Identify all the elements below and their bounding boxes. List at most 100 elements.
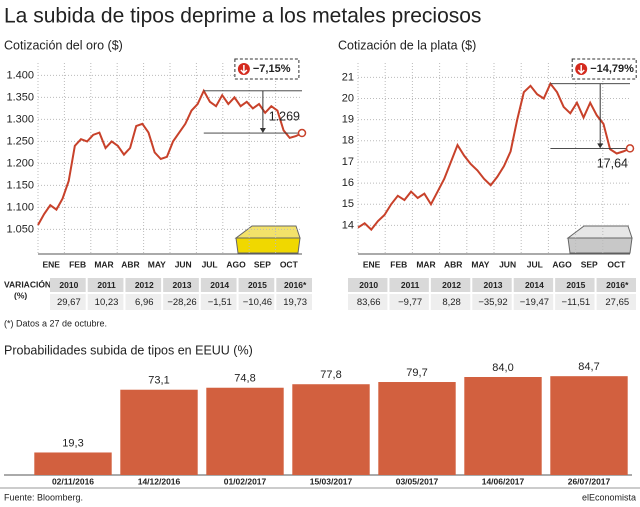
x-tick-label: FEB: [69, 259, 86, 269]
down-icon-arrow: [577, 65, 585, 75]
table-year: 2015: [566, 280, 585, 290]
x-tick-label: JUL: [527, 259, 543, 269]
table-value-cell: [472, 294, 512, 310]
table-value-cell: [389, 294, 429, 310]
table-year: 2010: [359, 280, 378, 290]
table-value: −19,47: [520, 297, 549, 308]
table-unit: (%): [14, 290, 27, 300]
y-tick-label: 1.250: [6, 135, 34, 147]
change-box: [571, 58, 637, 80]
table-value: −28,26: [167, 297, 196, 308]
y-tick-label: 16: [342, 177, 354, 189]
table-value: 83,66: [357, 297, 381, 308]
x-tick-label: 14/06/2017: [482, 476, 525, 486]
table-value-cell: [87, 294, 124, 310]
note: (*) Datos a 27 de octubre.: [4, 318, 107, 328]
change-label: −7,15%: [253, 63, 291, 75]
down-icon-arrow: [240, 65, 248, 75]
x-tick-label: AGO: [226, 259, 246, 269]
x-tick-label: 15/03/2017: [310, 476, 353, 486]
y-tick-label: 18: [342, 135, 354, 147]
x-tick-label: OCT: [280, 259, 299, 269]
table-value-cell: [348, 294, 388, 310]
bar-value-label: 73,1: [148, 375, 169, 387]
table-value-cell: [555, 294, 595, 310]
bar-value-label: 77,8: [320, 369, 341, 381]
bar-value-label: 79,7: [406, 367, 427, 379]
x-tick-label: JUN: [175, 259, 192, 269]
end-point: [625, 144, 635, 153]
table-year-cell: [472, 278, 512, 292]
bar: [464, 377, 542, 475]
table-header: VARIACIÓN: [4, 278, 51, 289]
x-tick-label: ENE: [363, 259, 381, 269]
brand: elEconomista: [582, 492, 636, 502]
x-tick-label: ABR: [444, 259, 462, 269]
table-year: 2011: [97, 280, 116, 290]
y-tick-label: 1.350: [6, 91, 34, 103]
table-year-cell: [513, 278, 554, 292]
x-tick-label: JUL: [202, 259, 218, 269]
silver-ingot: [566, 225, 633, 254]
table-year-cell: [555, 278, 595, 292]
gold-ingot: [234, 225, 301, 254]
table-value: −10,46: [243, 297, 272, 308]
table-year: 2015: [248, 280, 267, 290]
x-tick-label: AGO: [552, 259, 572, 269]
bar-value-label: 74,8: [234, 373, 255, 385]
x-tick-label: JUN: [499, 259, 516, 269]
x-tick-label: ABR: [121, 259, 139, 269]
bar: [206, 387, 284, 475]
price-line: [357, 81, 631, 232]
y-tick-label: 17: [342, 156, 354, 168]
bar: [550, 376, 628, 475]
x-tick-label: 26/07/2017: [568, 476, 611, 486]
table-year: 2013: [484, 280, 503, 290]
bar: [120, 389, 198, 475]
table-year-cell: [87, 278, 124, 292]
table-value: 29,67: [57, 297, 81, 308]
table-year: 2013: [173, 280, 192, 290]
bar-title: Probabilidades subida de tipos en EEUU (…: [4, 343, 253, 357]
y-tick-label: 21: [342, 71, 354, 83]
table-year: 2014: [210, 280, 229, 290]
table-year-cell: [389, 278, 429, 292]
table-value: −11,51: [562, 297, 591, 308]
table-year-cell: [163, 278, 199, 292]
table-year: 2012: [135, 280, 154, 290]
end-label: 1.269: [269, 109, 300, 123]
y-tick-label: 14: [342, 219, 354, 231]
table-year: 2011: [401, 280, 420, 290]
table-value-cell: [50, 294, 86, 310]
bar-value-label: 19,3: [62, 437, 83, 449]
y-tick-label: 1.300: [6, 113, 34, 125]
x-tick-label: MAR: [416, 259, 435, 269]
bar: [292, 384, 370, 475]
table-year-cell: [125, 278, 162, 292]
change-box: [234, 58, 300, 80]
table-year: 2012: [442, 280, 461, 290]
table-year-cell: [276, 278, 312, 292]
x-tick-label: 01/02/2017: [224, 476, 267, 486]
drop-arrowhead: [259, 128, 266, 134]
table-value-cell: [163, 294, 199, 310]
x-tick-label: MAY: [148, 259, 166, 269]
gold-title: Cotización del oro ($): [4, 38, 123, 52]
y-tick-label: 19: [342, 114, 354, 126]
table-value-cell: [513, 294, 554, 310]
table-value: 6,96: [135, 297, 154, 308]
table-year: 2014: [525, 280, 544, 290]
bar: [378, 382, 456, 475]
table-value: −35,92: [478, 297, 507, 308]
table-year-cell: [348, 278, 388, 292]
y-tick-label: 1.050: [6, 223, 34, 235]
table-value: 8,28: [442, 297, 461, 308]
table-year-cell: [50, 278, 86, 292]
table-value-cell: [200, 294, 237, 310]
table-year-cell: [430, 278, 471, 292]
silver-title: Cotización de la plata ($): [338, 38, 476, 52]
x-tick-label: FEB: [390, 259, 407, 269]
table-value: −9,77: [398, 297, 422, 308]
table-year: 2016*: [606, 280, 629, 290]
